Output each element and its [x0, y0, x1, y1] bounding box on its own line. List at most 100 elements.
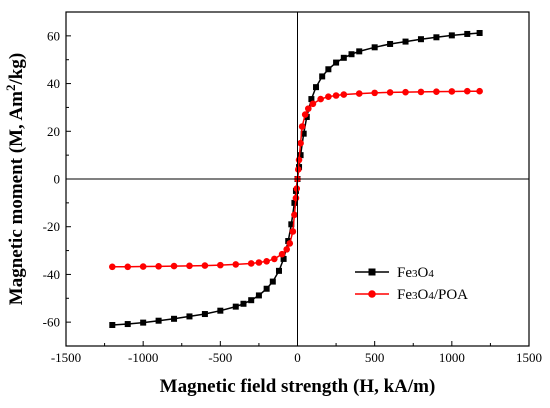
y-tick-label: 60	[47, 28, 60, 43]
data-point	[255, 292, 262, 299]
data-point	[402, 38, 409, 45]
data-point	[293, 185, 301, 192]
data-point	[291, 199, 298, 206]
x-tick-label: 1500	[516, 350, 542, 365]
x-tick-label: -1500	[51, 350, 81, 365]
data-point	[109, 263, 116, 271]
data-point	[348, 51, 355, 58]
data-point	[170, 262, 178, 270]
legend-item: Fe3O4	[355, 265, 434, 281]
data-point	[217, 307, 224, 314]
series-fe3o4-poa	[109, 87, 483, 271]
data-point	[356, 48, 363, 55]
x-tick-label: 500	[365, 350, 385, 365]
data-point	[124, 321, 131, 328]
data-point	[248, 297, 255, 304]
data-point	[340, 91, 348, 98]
y-tick-label: -20	[43, 219, 60, 234]
data-point	[371, 89, 378, 97]
data-point	[186, 313, 193, 320]
data-point	[292, 194, 300, 202]
x-tick-label: -1000	[128, 350, 158, 365]
y-tick-label: -40	[43, 267, 60, 282]
y-tick-label: -60	[43, 315, 60, 330]
plot-area	[109, 29, 483, 329]
data-point	[332, 92, 340, 99]
data-point	[402, 88, 409, 96]
data-point	[386, 89, 394, 96]
data-point	[297, 152, 304, 159]
data-point	[317, 95, 324, 103]
data-point	[387, 40, 394, 47]
data-point	[217, 261, 224, 269]
data-point	[313, 84, 320, 91]
data-point	[433, 34, 440, 41]
legend-label: Fe3O4/POA	[397, 287, 468, 303]
axes: -1500 -1000 -500 0 500 1000 1500 -60 -40 -20 0 20 40…	[43, 11, 542, 365]
y-tick-label: 20	[47, 124, 60, 139]
data-point	[186, 262, 193, 270]
legend-label: Fe3O4	[397, 265, 434, 281]
data-point	[308, 96, 315, 103]
data-point	[298, 123, 306, 130]
data-point	[464, 30, 471, 37]
data-point	[301, 111, 309, 118]
data-point	[263, 258, 270, 265]
data-point	[255, 259, 263, 266]
data-point	[155, 317, 162, 324]
data-point	[325, 93, 332, 100]
data-point	[139, 263, 147, 270]
data-point	[155, 263, 162, 270]
data-point	[140, 319, 147, 326]
data-point	[355, 90, 363, 97]
data-point	[124, 263, 132, 271]
data-point	[476, 87, 483, 95]
data-point	[319, 73, 326, 80]
data-point	[433, 88, 440, 95]
x-axis-title: Magnetic field strength (H, kA/m)	[160, 376, 436, 397]
x-tick-label: 0	[294, 350, 301, 365]
data-point	[294, 166, 302, 173]
data-point	[275, 267, 282, 274]
y-tick-label: 40	[47, 76, 60, 91]
data-point	[271, 255, 278, 263]
data-point	[269, 278, 276, 285]
data-point	[340, 54, 347, 61]
data-point	[201, 311, 208, 318]
data-point	[417, 36, 424, 43]
data-point	[371, 44, 378, 51]
data-point	[288, 221, 295, 228]
data-point	[286, 240, 294, 247]
data-point	[289, 228, 297, 235]
data-point	[232, 261, 240, 268]
data-point	[295, 156, 303, 164]
data-point	[476, 29, 483, 36]
data-point	[305, 105, 312, 112]
legend: Fe3O4 Fe3O4/POA	[355, 265, 468, 303]
data-point	[247, 260, 255, 267]
data-point	[417, 88, 425, 96]
data-point	[325, 66, 332, 73]
y-axis-title: Magnetic moment (M, Am2/kg)	[3, 53, 28, 305]
x-tick-label: -500	[208, 350, 232, 365]
data-point	[109, 322, 116, 329]
data-point	[463, 87, 471, 95]
data-point	[232, 303, 239, 310]
legend-marker	[368, 268, 376, 276]
data-point	[297, 139, 304, 147]
legend-marker	[368, 290, 376, 298]
legend-item: Fe3O4/POA	[355, 287, 468, 303]
data-point	[263, 285, 270, 292]
data-point	[448, 88, 456, 95]
x-tick-label: 1000	[439, 350, 465, 365]
y-tick-label: 0	[54, 172, 61, 187]
data-point	[283, 246, 290, 253]
data-point	[240, 300, 247, 307]
data-point	[171, 315, 178, 322]
data-point	[309, 100, 317, 108]
data-point	[333, 59, 340, 66]
data-point	[448, 32, 455, 39]
data-point	[300, 130, 307, 137]
data-point	[280, 255, 287, 262]
